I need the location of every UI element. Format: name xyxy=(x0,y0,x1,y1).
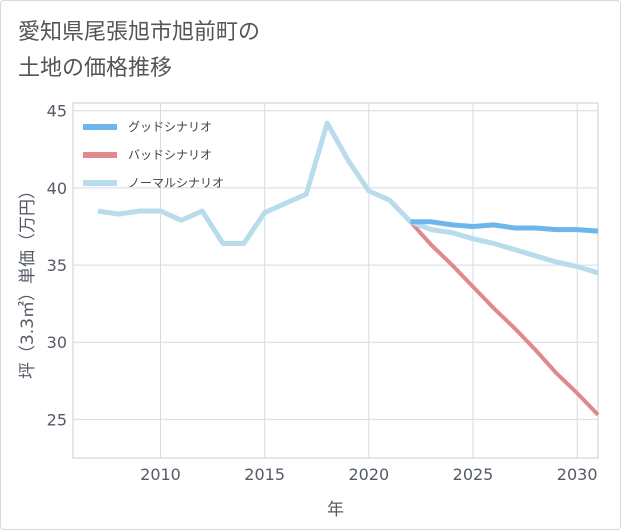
y-tick-label-25: 25 xyxy=(47,410,67,429)
x-axis-title: 年 xyxy=(327,500,344,520)
x-tick-label-2030: 2030 xyxy=(557,465,598,484)
series-lines xyxy=(97,120,600,417)
x-tick-label-2020: 2020 xyxy=(348,465,389,484)
x-tick-label-2010: 2010 xyxy=(140,465,181,484)
chart-title: 愛知県尾張旭市旭前町の 土地の価格推移 xyxy=(18,20,261,81)
y-tick-label-30: 30 xyxy=(47,333,67,352)
y-axis-ticks: 25 30 35 40 45 xyxy=(47,102,67,430)
y-tick-label-45: 45 xyxy=(47,102,67,121)
y-tick-label-35: 35 xyxy=(47,256,67,275)
legend-label-1: グッドシナリオ xyxy=(128,120,212,134)
series-line-3 xyxy=(97,120,599,276)
series-line-2 xyxy=(409,220,600,417)
y-tick-label-40: 40 xyxy=(47,179,67,198)
legend-label-2: バッドシナリオ xyxy=(128,148,212,162)
x-tick-label-2025: 2025 xyxy=(453,465,494,484)
grid-lines xyxy=(73,103,598,458)
y-axis-title: 坪（3.3㎡）単価（万円） xyxy=(18,182,38,379)
x-tick-label-2015: 2015 xyxy=(244,465,285,484)
series-line-1 xyxy=(410,219,599,234)
legend-label-3: ノーマルシナリオ xyxy=(128,176,224,190)
x-axis-ticks: 2010 2015 2020 2025 2030 xyxy=(140,465,597,484)
